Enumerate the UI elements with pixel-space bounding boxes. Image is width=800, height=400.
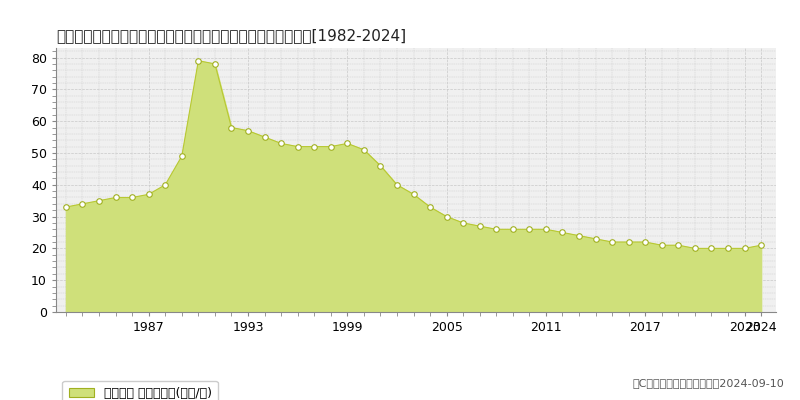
Legend: 地価公示 平均坪単価(万円/坪): 地価公示 平均坪単価(万円/坪) [62, 380, 218, 400]
Text: （C）土地価格ドットコム　2024-09-10: （C）土地価格ドットコム 2024-09-10 [632, 378, 784, 388]
Text: 大阪府河内長野市汐の宮町１４５番１８　地価公示　地価推移[1982-2024]: 大阪府河内長野市汐の宮町１４５番１８ 地価公示 地価推移[1982-2024] [56, 28, 406, 43]
